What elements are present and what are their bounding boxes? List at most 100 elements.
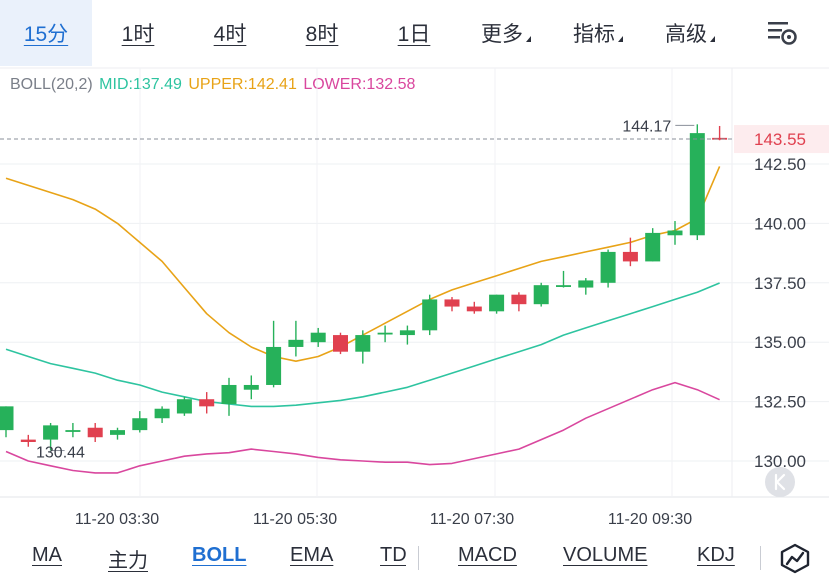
candle-body: [533, 285, 549, 305]
price-tick-label: 137.50: [754, 274, 806, 293]
indicator-tab-macd[interactable]: MACD: [458, 544, 517, 566]
candle: [199, 392, 215, 414]
candle: [689, 124, 705, 241]
caret-icon: [526, 36, 531, 42]
candle-body: [65, 430, 81, 432]
low-price-label: 130.44: [36, 445, 85, 462]
indicator-tab-kdj[interactable]: KDJ: [697, 544, 735, 566]
candle: [65, 422, 81, 438]
price-axis: 142.50 140.00 137.50 135.00 132.50 130.00: [754, 155, 806, 471]
candle: [333, 332, 348, 355]
candle: [622, 237, 638, 267]
candle: [377, 325, 393, 343]
last-price-tag: [734, 125, 829, 154]
candle: [355, 330, 371, 364]
indicator-tab-boll[interactable]: BOLL: [192, 544, 247, 566]
chart-annotations: 143.55 144.17 130.44: [0, 118, 829, 497]
price-tick-label: 135.00: [754, 333, 806, 352]
candle: [221, 377, 237, 416]
candle-body: [20, 439, 36, 442]
indicator-bar: MA 主力 BOLL EMA TD MACD VOLUME KDJ: [0, 536, 829, 583]
price-tick-label: 132.50: [754, 393, 806, 412]
advanced-menu-label: 高级: [665, 23, 707, 46]
scroll-to-latest-icon[interactable]: [765, 467, 795, 497]
candle-body: [622, 251, 638, 262]
tab-1h[interactable]: 1时: [121, 23, 155, 46]
boll-lower-line: [5, 381, 720, 474]
candle: [110, 427, 125, 440]
candle: [266, 320, 282, 388]
time-axis: 11-20 03:30 11-20 05:30 11-20 07:30 11-20 0…: [75, 511, 692, 528]
indicator-tab-main-force[interactable]: 主力: [108, 550, 148, 572]
indicator-tab-volume[interactable]: VOLUME: [563, 544, 648, 566]
advanced-menu[interactable]: 高级: [654, 0, 726, 66]
candle: [310, 327, 326, 347]
candle-body: [310, 332, 326, 343]
candle-body: [377, 332, 393, 335]
indicator-tab-ema[interactable]: EMA: [290, 544, 334, 566]
candle: [87, 422, 103, 442]
candle: [511, 292, 527, 312]
candle: [176, 396, 192, 416]
candle-body: [556, 285, 571, 287]
candle: [489, 294, 505, 314]
time-tick-label: 11-20 07:30: [430, 511, 514, 528]
candle: [399, 325, 415, 345]
candle-body: [43, 425, 59, 440]
candle: [712, 125, 728, 141]
boll-upper-value: UPPER:142.41: [188, 76, 297, 93]
candle-body: [333, 335, 348, 352]
candle-body: [87, 427, 103, 438]
candle: [645, 228, 661, 262]
candle-body: [511, 294, 527, 305]
candle: [132, 411, 148, 433]
candle-body: [199, 399, 215, 407]
candle-body: [154, 408, 170, 419]
candle-body: [132, 418, 148, 431]
candle: [466, 301, 482, 314]
chart-settings-icon[interactable]: [766, 18, 798, 48]
candle-body: [288, 339, 304, 347]
high-price-label: 144.17: [622, 118, 671, 135]
candle-body: [266, 346, 282, 385]
candle-body: [243, 384, 259, 390]
indicator-menu[interactable]: 指标: [562, 0, 634, 66]
time-tick-label: 11-20 03:30: [75, 511, 159, 528]
tab-4h[interactable]: 4时: [213, 23, 247, 46]
boll-name: BOLL(20,2): [10, 76, 93, 93]
caret-icon: [618, 36, 623, 42]
candle-body: [399, 330, 415, 336]
price-tick-label: 142.50: [754, 155, 806, 174]
price-tick-label: 130.00: [754, 452, 806, 471]
tab-1d[interactable]: 1日: [397, 23, 431, 46]
boll-bands: [5, 166, 721, 474]
timeframe-bar: 15分 1时 4时 8时 1日 更多 指标 高级: [0, 0, 829, 66]
candle: [243, 375, 259, 400]
indicator-menu-label: 指标: [573, 23, 615, 46]
candle-body: [600, 251, 616, 283]
candle-body: [689, 133, 705, 236]
candle: [43, 422, 59, 451]
k-glyph-icon: [774, 473, 786, 491]
tab-8h[interactable]: 8时: [305, 23, 339, 46]
candle-body: [176, 399, 192, 414]
more-menu[interactable]: 更多: [470, 0, 542, 66]
indicator-divider: [760, 546, 761, 570]
candle: [556, 270, 571, 288]
candle: [444, 297, 460, 312]
candle-body: [489, 294, 505, 312]
chart-type-icon[interactable]: [778, 542, 812, 574]
candle-body: [0, 406, 14, 431]
candle: [667, 221, 683, 245]
last-price-label: 143.55: [754, 130, 806, 149]
candle: [20, 434, 36, 447]
indicator-tab-td[interactable]: TD: [380, 544, 406, 566]
candle: [533, 282, 549, 307]
candle: [154, 406, 170, 423]
tab-15m[interactable]: 15分: [0, 0, 92, 66]
indicator-tab-ma[interactable]: MA: [32, 544, 62, 566]
boll-lower-value: LOWER:132.58: [303, 76, 416, 93]
candle-body: [221, 384, 237, 404]
candles: [0, 124, 728, 451]
